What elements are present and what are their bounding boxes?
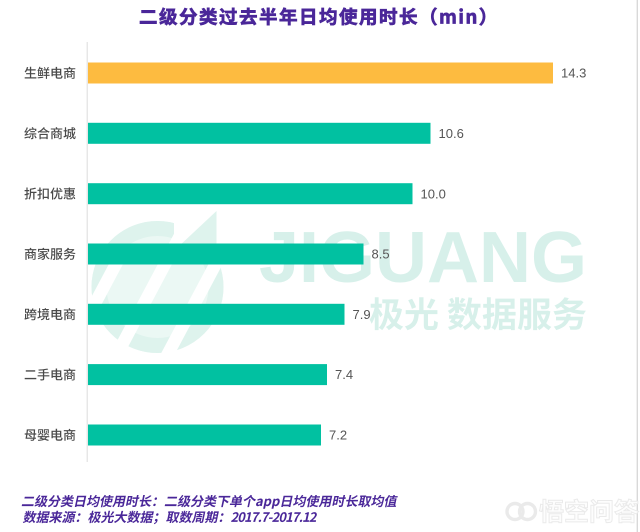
- svg-text:10.6: 10.6: [439, 126, 464, 141]
- svg-text:7.2: 7.2: [329, 428, 347, 443]
- svg-text:10.0: 10.0: [421, 186, 446, 201]
- svg-text:7.9: 7.9: [353, 307, 371, 322]
- svg-text:7.4: 7.4: [335, 367, 353, 382]
- svg-text:14.3: 14.3: [561, 66, 586, 81]
- svg-text:8.5: 8.5: [372, 247, 390, 262]
